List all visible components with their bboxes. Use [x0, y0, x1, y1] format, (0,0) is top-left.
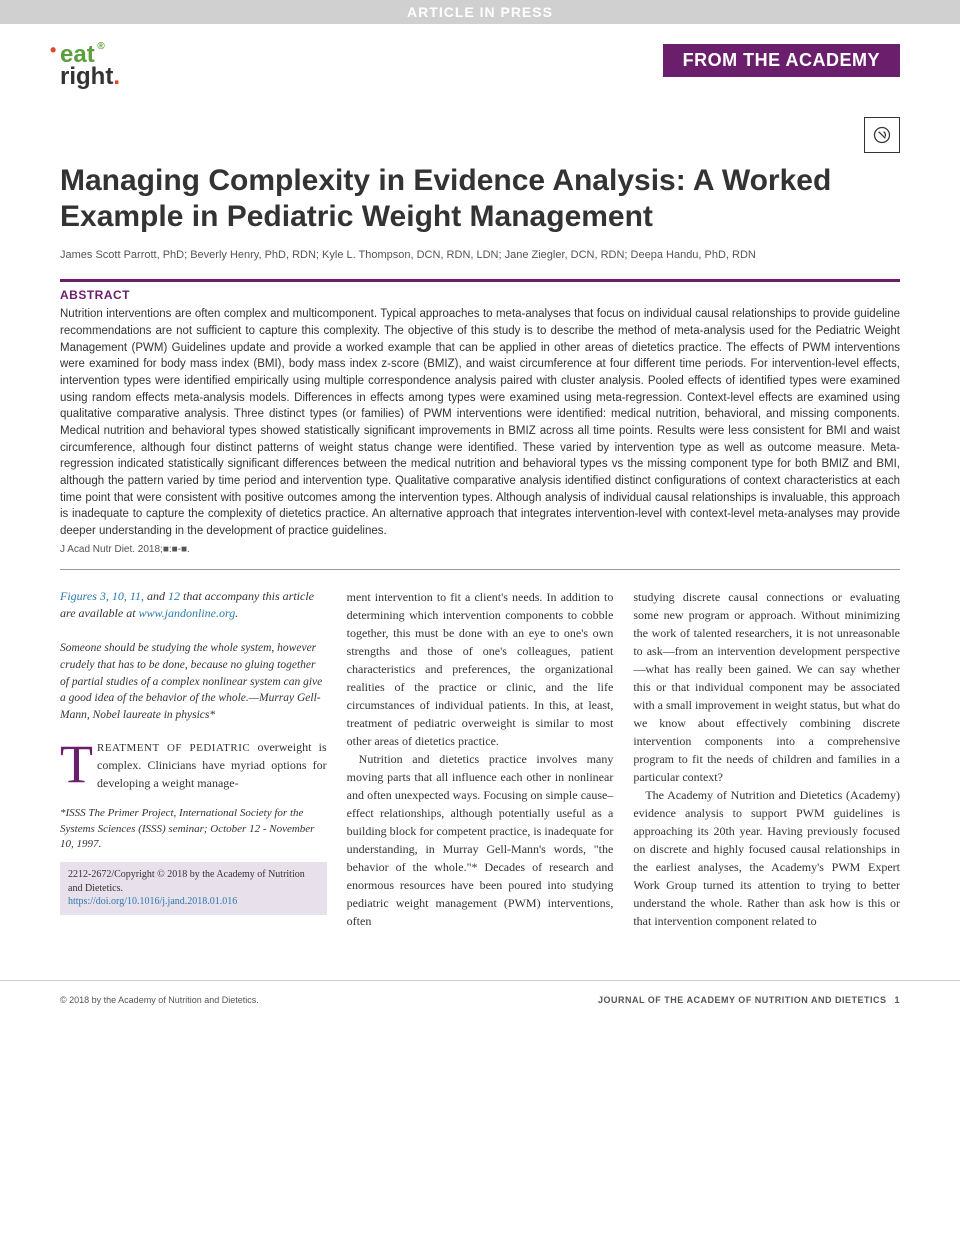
column-1: Figures 3, 10, 11, and 12 that accompany… — [60, 588, 327, 930]
abstract-heading: ABSTRACT — [60, 288, 900, 302]
main-content: Managing Complexity in Evidence Analysis… — [0, 153, 960, 949]
copyright-box: 2212-2672/Copyright © 2018 by the Academ… — [60, 862, 327, 915]
crossmark-icon[interactable] — [864, 117, 900, 153]
footer-journal-name: JOURNAL OF THE ACADEMY OF NUTRITION AND … — [598, 995, 900, 1005]
jand-online-link[interactable]: www.jandonline.org — [139, 606, 236, 620]
dropcap-letter: T — [60, 738, 97, 788]
body-paragraph: ment intervention to fit a client's need… — [347, 588, 614, 750]
body-paragraph: The Academy of Nutrition and Dietetics (… — [633, 786, 900, 930]
logo-right-text: right. — [60, 66, 120, 88]
author-list: James Scott Parrott, PhD; Beverly Henry,… — [60, 249, 900, 261]
abstract-text: Nutrition interventions are often comple… — [60, 306, 900, 539]
body-paragraph: Nutrition and dietetics practice involve… — [347, 750, 614, 930]
page-footer: © 2018 by the Academy of Nutrition and D… — [0, 980, 960, 1019]
section-divider — [60, 569, 900, 570]
figures-online-note: Figures 3, 10, 11, and 12 that accompany… — [60, 588, 327, 623]
logo-eat-text: eat — [60, 44, 95, 66]
column-2: ment intervention to fit a client's need… — [347, 588, 614, 930]
from-the-academy-banner: FROM THE ACADEMY — [663, 44, 900, 77]
doi-link[interactable]: https://doi.org/10.1016/j.jand.2018.01.0… — [68, 895, 319, 909]
footer-copyright: © 2018 by the Academy of Nutrition and D… — [60, 995, 259, 1005]
figure-ref-link[interactable]: 12 — [168, 589, 180, 603]
intro-paragraph: TREATMENT OF PEDIATRIC overweight is com… — [60, 738, 327, 793]
abstract-divider — [60, 279, 900, 282]
copyright-text: 2212-2672/Copyright © 2018 by the Academ… — [68, 868, 319, 895]
page-number: 1 — [894, 995, 900, 1005]
journal-citation: J Acad Nutr Diet. 2018;■:■-■. — [60, 544, 900, 555]
article-in-press-banner: ARTICLE IN PRESS — [0, 0, 960, 24]
column-3: studying discrete causal connections or … — [633, 588, 900, 930]
eatright-logo: eat right. — [60, 44, 120, 87]
isss-footnote: *ISSS The Primer Project, International … — [60, 806, 327, 852]
epigraph-quote: Someone should be studying the whole sys… — [60, 640, 327, 723]
article-title: Managing Complexity in Evidence Analysis… — [60, 163, 900, 235]
header-row: eat right. FROM THE ACADEMY — [0, 24, 960, 97]
body-paragraph: studying discrete causal connections or … — [633, 588, 900, 786]
figure-ref-link[interactable]: Figures 3, 10, 11, — [60, 589, 144, 603]
body-columns: Figures 3, 10, 11, and 12 that accompany… — [60, 588, 900, 930]
